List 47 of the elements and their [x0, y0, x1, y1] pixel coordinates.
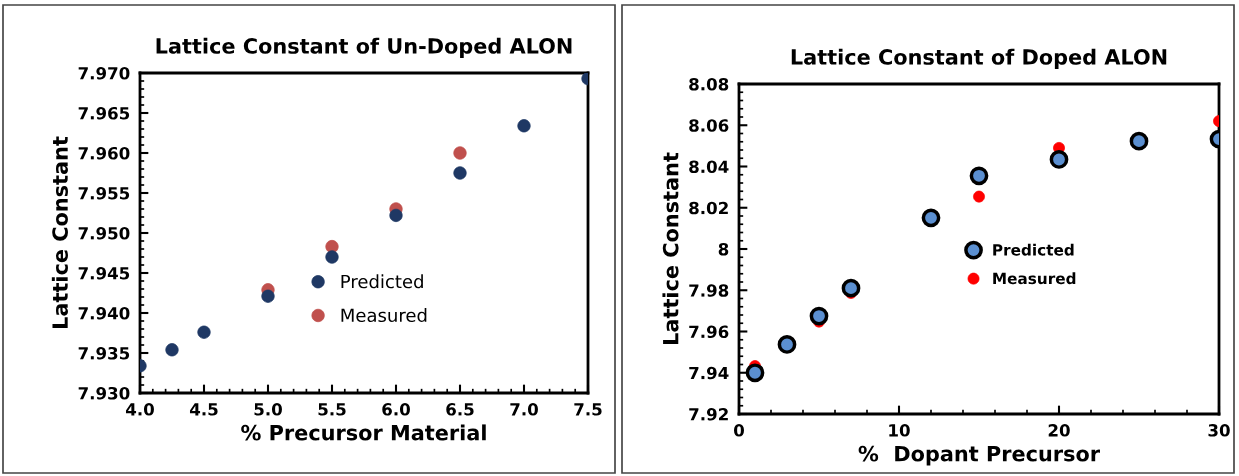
x-axis-title: % Precursor Material [241, 424, 486, 441]
x-tick-label: 7.0 [510, 403, 538, 416]
point [1049, 150, 1069, 169]
y-tick-label: 7.94 [689, 366, 729, 380]
legend-label: Measured [341, 308, 427, 323]
legend-label: Predicted [341, 274, 423, 289]
x-tick-label: 7.5 [574, 403, 602, 416]
y-tick-label: 8.08 [689, 77, 729, 91]
x-tick-label: 30 [1208, 424, 1230, 437]
point [745, 363, 765, 383]
x-tick-label: 4.0 [125, 403, 154, 416]
point [921, 208, 941, 228]
y-tick-label: 7.950 [78, 226, 130, 240]
point [777, 335, 797, 354]
x-tick-label: 6.5 [446, 403, 474, 416]
y-tick-label: 7.965 [78, 106, 130, 120]
x-tick-label: 4.5 [189, 403, 218, 416]
y-tick-label: 8 [718, 242, 729, 256]
x-axis-title: % Dopant Precursor [858, 445, 1100, 466]
legend-label: Measured [993, 272, 1076, 285]
y-tick-label: 7.92 [689, 407, 728, 421]
y-tick-label: 8.04 [689, 160, 729, 174]
y-tick-label: 7.96 [689, 325, 729, 339]
y-tick-label: 7.970 [78, 66, 130, 80]
x-tick-label: 20 [1048, 424, 1070, 437]
x-tick-label: 10 [889, 424, 910, 437]
x-tick-label: 6.0 [382, 403, 410, 416]
y-tick-label: 7.955 [78, 186, 130, 200]
x-tick-label: 0 [734, 424, 744, 437]
y-tick-label: 7.935 [78, 346, 130, 360]
chart-title: Lattice Constant of Doped ALON [791, 48, 1167, 69]
chart-title: Lattice Constant of Un-Doped ALON [156, 37, 572, 58]
legend-label: Predicted [993, 243, 1074, 256]
y-tick-label: 7.98 [689, 284, 729, 297]
x-tick-label: 5.5 [318, 403, 346, 416]
y-tick-label: 7.930 [78, 386, 130, 400]
y-tick-label: 8.02 [689, 201, 728, 215]
y-tick-label: 8.06 [689, 119, 729, 132]
x-tick-label: 5.0 [254, 403, 282, 416]
point [809, 306, 829, 326]
y-tick-label: 7.945 [78, 266, 130, 280]
point [1129, 131, 1149, 151]
y-tick-label: 7.960 [78, 146, 130, 160]
y-axis-title: Lattice Constant [51, 136, 68, 328]
y-axis-title: Lattice Constant [662, 152, 679, 344]
point [969, 166, 989, 186]
y-tick-label: 7.940 [78, 306, 130, 320]
